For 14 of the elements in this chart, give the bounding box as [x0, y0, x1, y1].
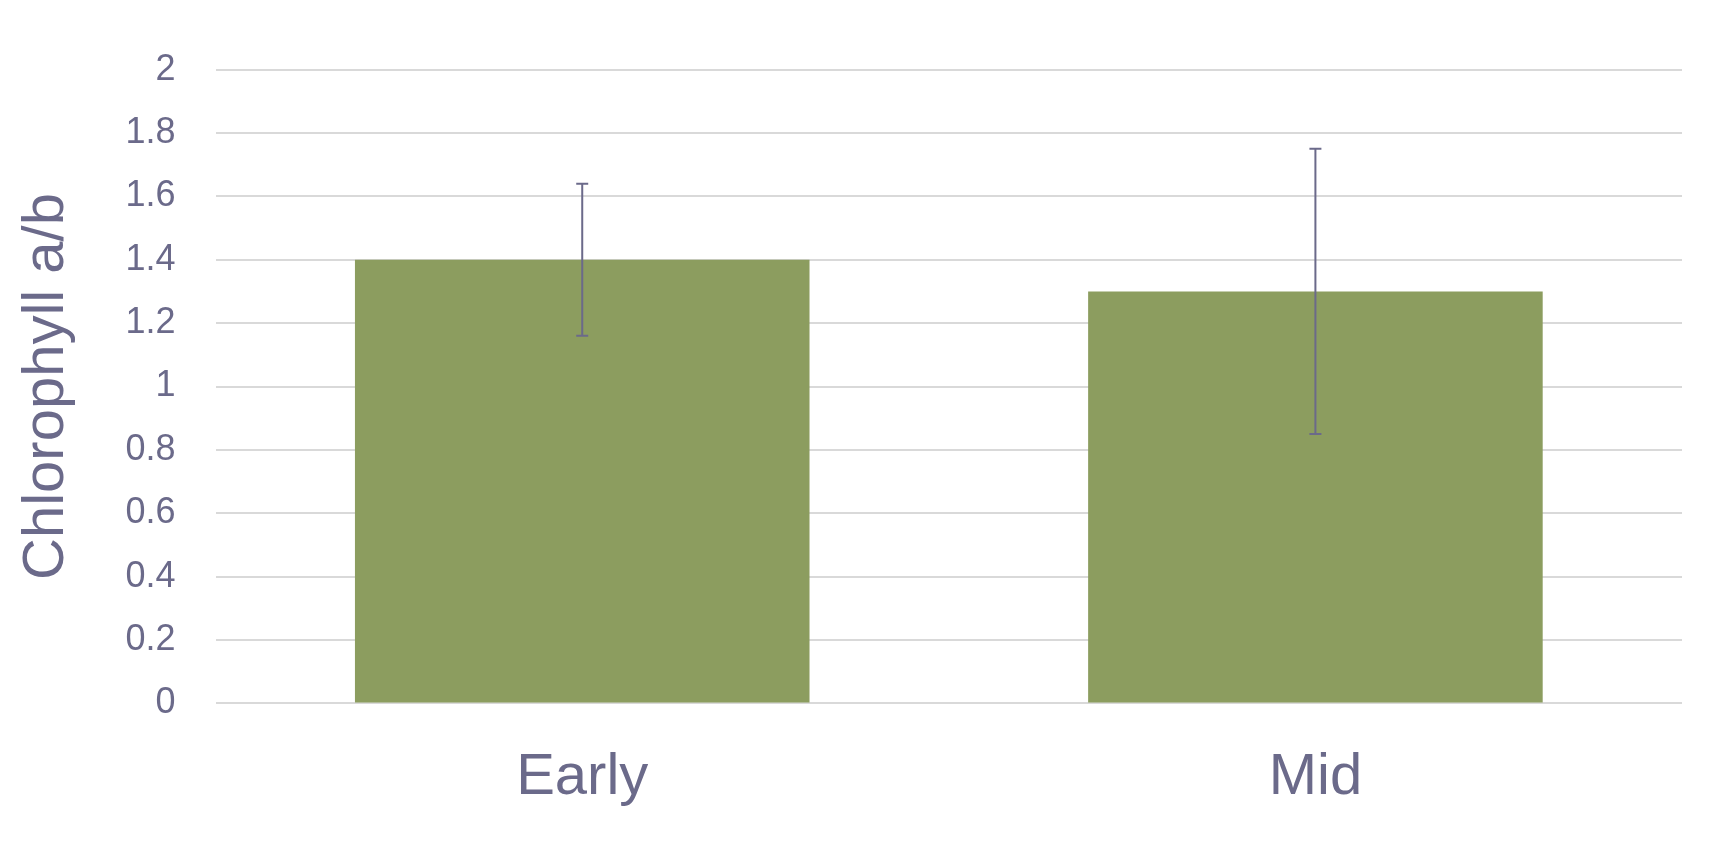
- y-tick-label: 2: [155, 46, 176, 88]
- x-tick-label: Mid: [1268, 741, 1363, 807]
- y-tick-label: 0.2: [125, 616, 176, 658]
- y-tick-label: 1.4: [125, 236, 176, 278]
- y-tick-label: 0.8: [125, 426, 176, 468]
- y-tick-label: 0.4: [125, 553, 176, 595]
- y-tick-label: 1.6: [125, 173, 176, 215]
- y-axis-title: Chlorophyll a/b: [9, 193, 75, 580]
- y-tick-label: 1.2: [125, 300, 176, 342]
- y-tick-label: 1: [155, 363, 176, 405]
- y-tick-label: 0: [155, 680, 176, 722]
- y-tick-label: 1.8: [125, 109, 176, 151]
- x-tick-label: Early: [516, 741, 649, 807]
- y-tick-label: 0.6: [125, 490, 176, 532]
